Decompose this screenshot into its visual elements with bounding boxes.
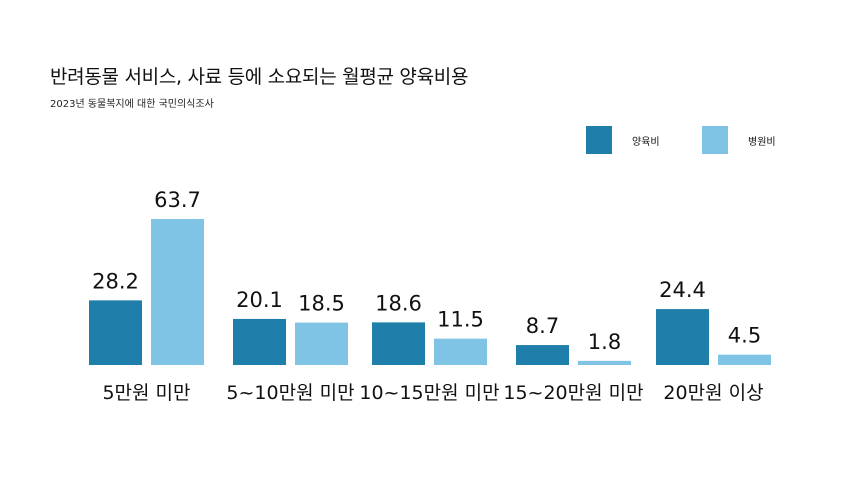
data-label-2-series-1: 20.1 (236, 288, 283, 312)
bar-5-series-2 (718, 354, 771, 365)
data-label-1-series-2: 63.7 (154, 188, 201, 212)
legend-swatch-series-2 (702, 126, 728, 154)
bar-1-series-1 (89, 300, 142, 365)
data-label-4-series-1: 8.7 (526, 314, 559, 338)
legend-label-series-1: 양육비 (632, 136, 660, 148)
data-label-3-series-1: 18.6 (375, 291, 422, 315)
category-label-3: 10~15만원 미만 (359, 382, 499, 404)
chart-title: 반려동물 서비스, 사료 등에 소요되는 월평균 양육비용 (50, 66, 469, 88)
data-label-3-series-2: 11.5 (437, 308, 484, 332)
data-label-5-series-2: 4.5 (728, 324, 761, 348)
bar-3-series-1 (372, 322, 425, 365)
category-label-1: 5만원 미만 (102, 382, 190, 404)
data-label-1-series-1: 28.2 (92, 269, 139, 293)
bar-4-series-1 (516, 345, 569, 365)
bar-4-series-2 (578, 360, 631, 365)
data-label-5-series-1: 24.4 (659, 278, 706, 302)
data-label-4-series-2: 1.8 (588, 330, 621, 354)
legend-swatch-series-1 (586, 126, 612, 154)
bar-3-series-2 (434, 338, 487, 365)
bar-1-series-2 (151, 219, 204, 365)
bar-2-series-2 (295, 322, 348, 365)
legend-item-series-1: 양육비 (586, 126, 660, 154)
category-label-4: 15~20만원 미만 (503, 382, 643, 404)
chart-subtitle: 2023년 동물복지에 대한 국민의식조사 (50, 99, 214, 110)
legend-item-series-2: 병원비 (702, 126, 776, 154)
legend-label-series-2: 병원비 (748, 136, 776, 148)
bar-5-series-1 (656, 309, 709, 365)
legend: 양육비 병원비 (0, 126, 860, 156)
data-label-2-series-2: 18.5 (298, 292, 345, 316)
bar-2-series-1 (233, 318, 286, 365)
category-label-2: 5~10만원 미만 (226, 382, 354, 404)
category-label-5: 20만원 이상 (663, 382, 763, 404)
